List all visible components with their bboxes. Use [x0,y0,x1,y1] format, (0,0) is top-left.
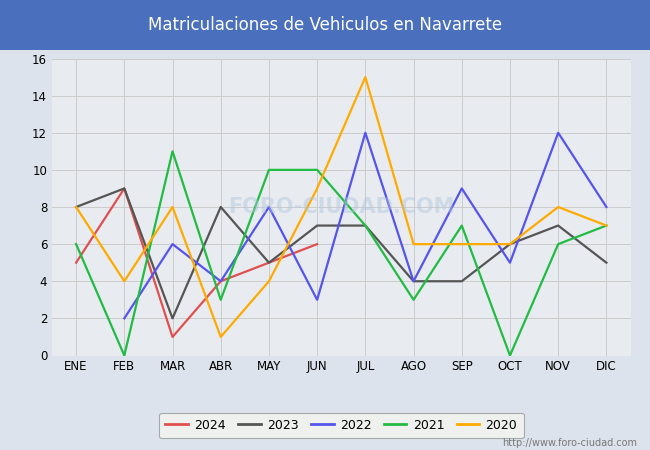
Text: FORO-CIUDAD.COM: FORO-CIUDAD.COM [228,197,454,217]
Text: http://www.foro-ciudad.com: http://www.foro-ciudad.com [502,438,637,448]
Text: Matriculaciones de Vehiculos en Navarrete: Matriculaciones de Vehiculos en Navarret… [148,16,502,34]
Legend: 2024, 2023, 2022, 2021, 2020: 2024, 2023, 2022, 2021, 2020 [159,413,523,438]
